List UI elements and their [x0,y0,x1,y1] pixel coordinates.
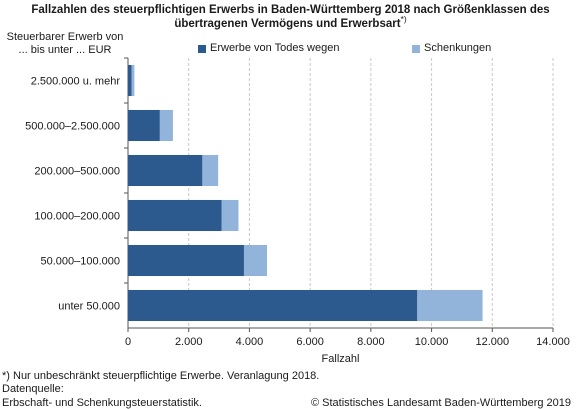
y-tick-label: 50.000–100.000 [40,256,120,268]
x-tick-label: 14.000 [536,336,570,348]
x-tick-label: 6.000 [296,336,324,348]
title-footnote-marker: *) [400,14,407,25]
chart-title-text: Fallzahlen des steuerpflichtigen Erwerbs… [31,4,550,30]
legend-swatch-todes-wegen [198,44,206,53]
x-tick-label: 2.000 [175,336,203,348]
legend-swatch-schenkungen [412,44,420,53]
x-axis-title: Fallzahl [322,353,360,365]
bar-todes-wegen [128,109,160,142]
legend-item-schenkungen: Schenkungen [412,42,491,55]
x-tick-label: 4.000 [236,336,264,348]
bar-schenkungen [159,109,173,142]
x-tick-label: 0 [125,336,131,348]
y-tick-label: unter 50.000 [58,301,120,313]
bar-todes-wegen [128,154,203,187]
footnote: *) Nur unbeschränkt steuerpflichtige Erw… [2,370,320,382]
bar-schenkungen [417,289,483,322]
x-tick-label: 10.000 [415,336,449,348]
x-tick-label: 12.000 [475,336,509,348]
y-tick-label: 500.000–2.500.000 [25,121,120,133]
bar-schenkungen [131,64,135,97]
bar-todes-wegen [128,199,222,232]
source-label: Datenquelle: [2,383,64,395]
bar-todes-wegen [128,244,244,277]
category-axis-title: Steuerbarer Erwerb von ... bis unter ...… [6,31,124,56]
source-text: Erbschaft- und Schenkungsteuerstatistik. [2,397,202,409]
chart-title: Fallzahlen des steuerpflichtigen Erwerbs… [0,3,581,31]
legend-item-todes-wegen: Erwerbe von Todes wegen [198,42,339,55]
y-tick-label: 200.000–500.000 [34,166,120,178]
y-tick-label: 100.000–200.000 [34,211,120,223]
bar-todes-wegen [128,64,132,97]
bar-schenkungen [221,199,239,232]
copyright: © Statistisches Landesamt Baden-Württemb… [310,397,571,409]
legend-label-schenkungen: Schenkungen [424,42,492,54]
bar-schenkungen [243,244,268,277]
legend-label-todes-wegen: Erwerbe von Todes wegen [210,42,340,54]
bar-todes-wegen [128,289,418,322]
bar-schenkungen [202,154,219,187]
y-tick-label: 2.500.000 u. mehr [31,76,121,88]
x-tick-label: 8.000 [357,336,385,348]
